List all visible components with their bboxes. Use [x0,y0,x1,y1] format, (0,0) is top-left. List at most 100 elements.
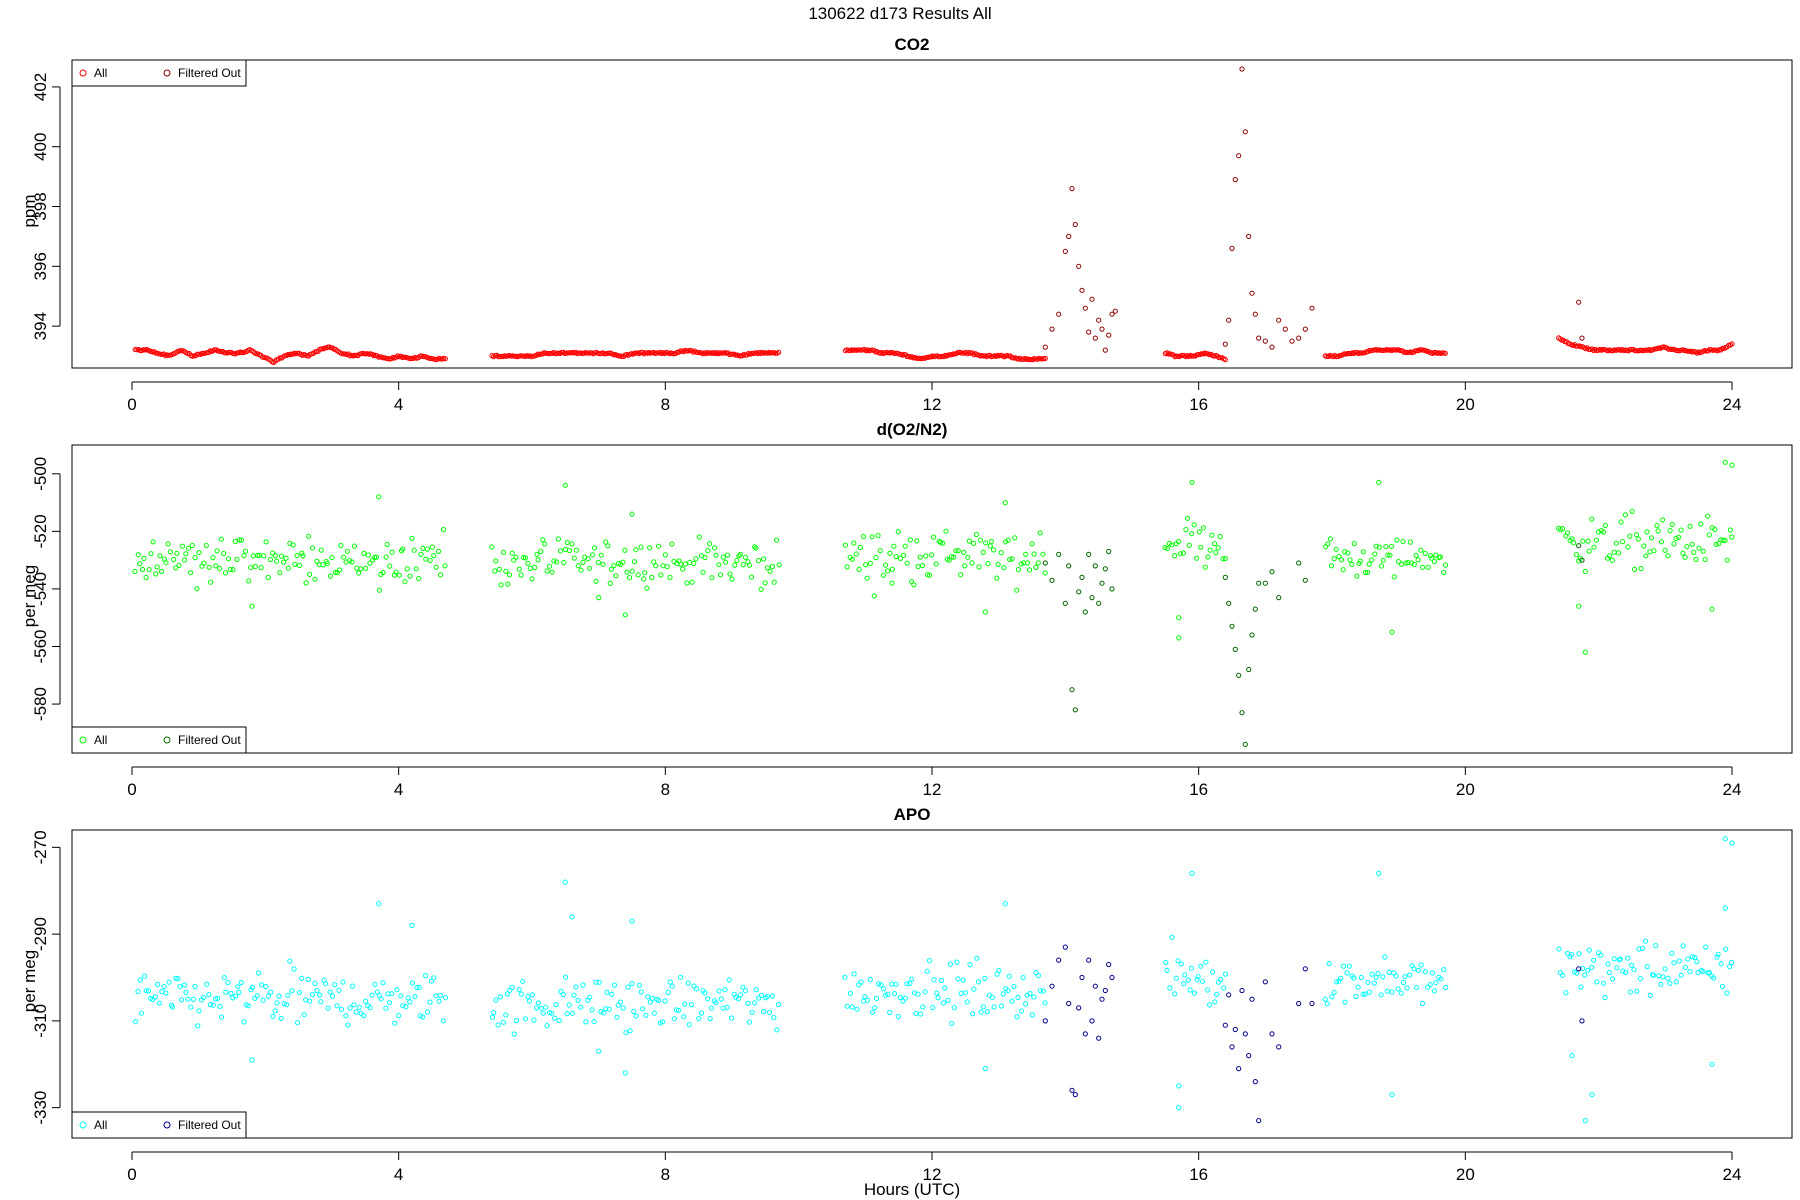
apo-point [1637,976,1644,982]
o2n2-point [1383,544,1389,550]
apo-point [872,1005,878,1011]
o2n2-point [409,535,415,542]
apo-filtered-out-point [1249,996,1255,1002]
apo-point [643,1012,649,1019]
o2n2-point [1340,567,1346,573]
apo-outlier-point [249,1057,255,1063]
apo-point [627,1028,633,1034]
o2n2-point [994,575,1000,581]
co2-point [1729,341,1735,347]
o2n2-point [1425,564,1431,570]
o2n2-y-tick-label: -560 [31,629,50,663]
co2-filtered-out-point [1249,290,1255,296]
apo-point [669,983,675,989]
apo-x-tick-label: 16 [1189,1165,1208,1184]
co2-point [1578,344,1584,350]
apo-data-points [133,836,1735,1124]
apo-point [647,999,654,1005]
o2n2-point [767,568,773,575]
apo-point [1404,985,1410,991]
o2n2-filtered-out-point [1226,600,1232,606]
apo-point [493,997,499,1003]
apo-point [274,1000,280,1006]
apo-point [427,999,433,1005]
apo-point [534,1005,540,1011]
apo-point [363,998,369,1004]
apo-point [1169,934,1175,940]
apo-point [573,984,579,990]
co2-point [1632,348,1638,354]
o2n2-point [887,550,893,556]
o2n2-point [644,585,650,591]
apo-point [361,1013,367,1019]
apo-point [173,975,179,981]
apo-point [1692,954,1698,961]
apo-point [931,977,937,983]
o2n2-x-tick-label: 24 [1723,780,1742,799]
apo-point [188,1004,194,1010]
o2n2-legend-label: All [94,733,107,747]
o2n2-y-tick-label: -580 [31,687,50,721]
apo-point [133,1019,139,1025]
apo-point [1682,964,1689,971]
apo-point [245,1003,251,1009]
o2n2-point [361,550,367,557]
o2n2-point [1687,523,1693,529]
apo-point [309,991,316,998]
co2-point [420,353,426,360]
apo-point [604,989,610,995]
co2-filtered-out-point [1096,317,1102,323]
apo-point [236,989,242,996]
o2n2-point [861,533,867,540]
o2n2-point [1385,552,1391,558]
o2n2-point [1607,553,1613,559]
co2-filtered-out-point [1079,287,1085,293]
apo-point [580,982,586,988]
co2-filtered-out-point [1222,341,1228,347]
co2-x-tick-label: 12 [923,395,942,414]
apo-point [179,997,185,1003]
apo-point [678,974,684,980]
o2n2-point [1378,563,1385,569]
apo-point [1586,947,1592,953]
o2n2-point [489,544,495,550]
o2n2-point [1589,516,1595,522]
apo-point [349,983,355,989]
o2n2-point [1586,548,1592,554]
o2n2-point [856,566,862,573]
apo-point [758,992,764,999]
o2n2-point [501,549,507,555]
o2n2-filtered-out-point [1229,623,1235,629]
apo-point [1687,969,1693,975]
apo-point [745,1000,751,1007]
co2-x-tick-label: 16 [1189,395,1208,414]
apo-filtered-out-point [1226,992,1232,998]
apo-point [566,1002,572,1008]
o2n2-outlier-point [1722,459,1728,465]
o2n2-point [1376,544,1382,550]
o2n2-point [498,582,504,588]
o2n2-point [943,528,949,534]
apo-point [707,1016,713,1022]
o2n2-point [857,544,864,551]
o2n2-filtered-out-point [1239,710,1245,716]
apo-point [954,959,960,965]
o2n2-point [1407,539,1414,545]
apo-point [671,1016,678,1022]
o2n2-point [1633,532,1640,538]
o2n2-filtered-out-point [1102,566,1108,572]
o2n2-point [647,545,653,551]
apo-point [372,981,378,988]
apo-point [1431,988,1438,994]
co2-filtered-out-point [1226,317,1232,323]
o2n2-point [774,537,780,543]
apo-point [1441,967,1447,973]
apo-x-tick-label: 8 [661,1165,670,1184]
apo-point [1209,969,1216,975]
o2n2-point [513,554,519,560]
apo-point [137,977,143,983]
o2n2-point [1648,535,1655,541]
apo-point [289,988,295,994]
co2-y-tick-label: 394 [31,312,50,340]
o2n2-point [651,559,657,565]
